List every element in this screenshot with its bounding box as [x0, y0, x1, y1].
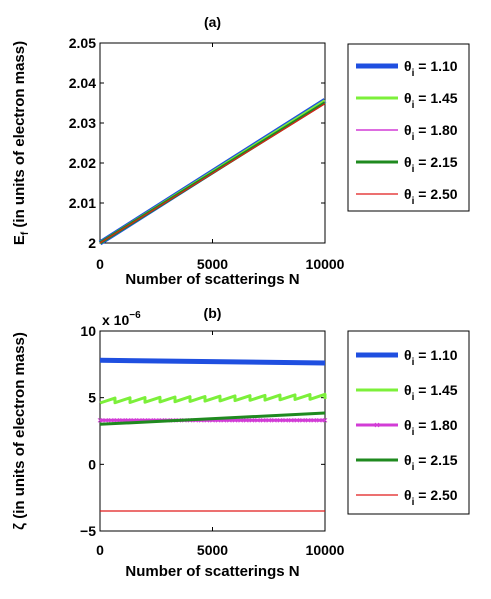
series-line-2 — [99, 392, 327, 405]
y-tick-label: 2.04 — [69, 75, 96, 91]
legend-entry-2: θi = 1.45 — [404, 382, 458, 403]
axes-box — [99, 42, 326, 244]
chart-panel-a: 2 2.01 2.02 2.03 2.04 2.05 0 5000 10000 (a) Number… — [11, 14, 470, 288]
legend-entry-1: θi = 1.10 — [404, 347, 458, 368]
y-tick-label: 0 — [88, 456, 96, 472]
series-marker-3 — [317, 417, 322, 423]
x-tick-label: 10000 — [306, 542, 345, 558]
y-tick-label: 2.03 — [69, 115, 96, 131]
y-tick-label: 10 — [80, 323, 96, 339]
series-marker-3 — [103, 417, 108, 423]
series-line-5 — [99, 103, 326, 244]
series-marker-3 — [300, 417, 305, 423]
legend-entry-4: θi = 2.15 — [404, 452, 458, 473]
y-axis-label: Ef (in units of electron mass) — [11, 41, 31, 245]
legend-entry-3: θi = 1.80 — [404, 417, 458, 438]
series-marker-3 — [311, 417, 317, 423]
series-marker-3 — [288, 417, 294, 423]
series-marker-3 — [249, 417, 255, 423]
x-tick-label: 5000 — [197, 542, 228, 558]
legend-marker — [374, 422, 380, 428]
series-marker-3 — [255, 417, 260, 423]
series-marker-3 — [305, 417, 311, 423]
series-marker-3 — [294, 417, 300, 423]
series-marker-3 — [272, 417, 277, 423]
legend-entry-3: θi = 1.80 — [404, 122, 458, 143]
x-tick-label: 5000 — [197, 256, 228, 272]
legend-box — [347, 330, 470, 515]
panel-title: (a) — [204, 14, 221, 30]
series-marker-3 — [322, 417, 328, 423]
series-marker-3 — [277, 417, 283, 423]
legend-entry-5: θi = 2.50 — [404, 186, 458, 207]
series-marker-3 — [283, 417, 288, 423]
x-axis-label: Number of scatterings N — [125, 271, 299, 288]
y-tick-label: 5 — [88, 390, 96, 406]
series-marker-3 — [108, 417, 114, 423]
axis-multiplier: x 10−6 — [102, 310, 141, 328]
y-axis-label: ζ (in units of electron mass) — [11, 332, 28, 530]
legend-entry-5: θi = 2.50 — [404, 487, 458, 508]
legend-entry-2: θi = 1.45 — [404, 90, 458, 111]
legend-entry-4: θi = 2.15 — [404, 154, 458, 175]
series-marker-3 — [266, 417, 272, 423]
series-line-4 — [99, 411, 326, 426]
legend-box — [347, 43, 470, 212]
series-marker-3 — [243, 417, 249, 423]
panel-title: (b) — [204, 305, 222, 321]
y-tick-label: 2.01 — [69, 195, 96, 211]
series-marker-3 — [97, 417, 103, 423]
y-tick-label: 2.05 — [69, 35, 96, 51]
series-marker-3 — [238, 417, 243, 423]
x-tick-label: 0 — [96, 542, 104, 558]
series-line-1 — [99, 357, 326, 366]
series-marker-3 — [114, 417, 120, 423]
y-tick-label: 2.02 — [69, 155, 96, 171]
legend: θi = 1.10 θi = 1.45 θi = 1.80 θi = 2.15 θi =… — [347, 43, 470, 212]
x-axis-label: Number of scatterings N — [125, 563, 299, 580]
series-marker-3 — [260, 417, 266, 423]
x-tick-label: 10000 — [306, 256, 345, 272]
legend-entry-1: θi = 1.10 — [404, 58, 458, 79]
x-tick-label: 0 — [96, 256, 104, 272]
legend: θi = 1.10 θi = 1.45 θi = 1.80 θi = 2.15 θi =… — [347, 330, 470, 515]
y-tick-label: −5 — [80, 523, 96, 539]
y-tick-label: 2 — [88, 235, 96, 251]
